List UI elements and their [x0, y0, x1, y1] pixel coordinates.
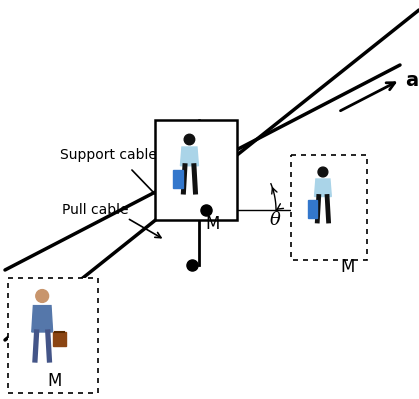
Text: Pull cable: Pull cable	[62, 203, 128, 217]
Circle shape	[184, 134, 195, 145]
Polygon shape	[32, 306, 53, 332]
Text: M: M	[47, 372, 61, 390]
Circle shape	[36, 290, 49, 302]
Polygon shape	[181, 147, 199, 166]
Text: Support cable: Support cable	[59, 148, 156, 162]
Bar	[8, 278, 98, 393]
Text: M: M	[341, 258, 355, 276]
Text: a: a	[405, 71, 418, 89]
Circle shape	[318, 167, 328, 177]
Polygon shape	[308, 200, 317, 217]
Text: θ: θ	[269, 211, 280, 229]
Polygon shape	[173, 170, 184, 188]
Text: M: M	[206, 215, 220, 233]
Polygon shape	[53, 332, 66, 346]
Bar	[155, 120, 237, 220]
Polygon shape	[315, 179, 331, 196]
Bar	[291, 155, 367, 260]
